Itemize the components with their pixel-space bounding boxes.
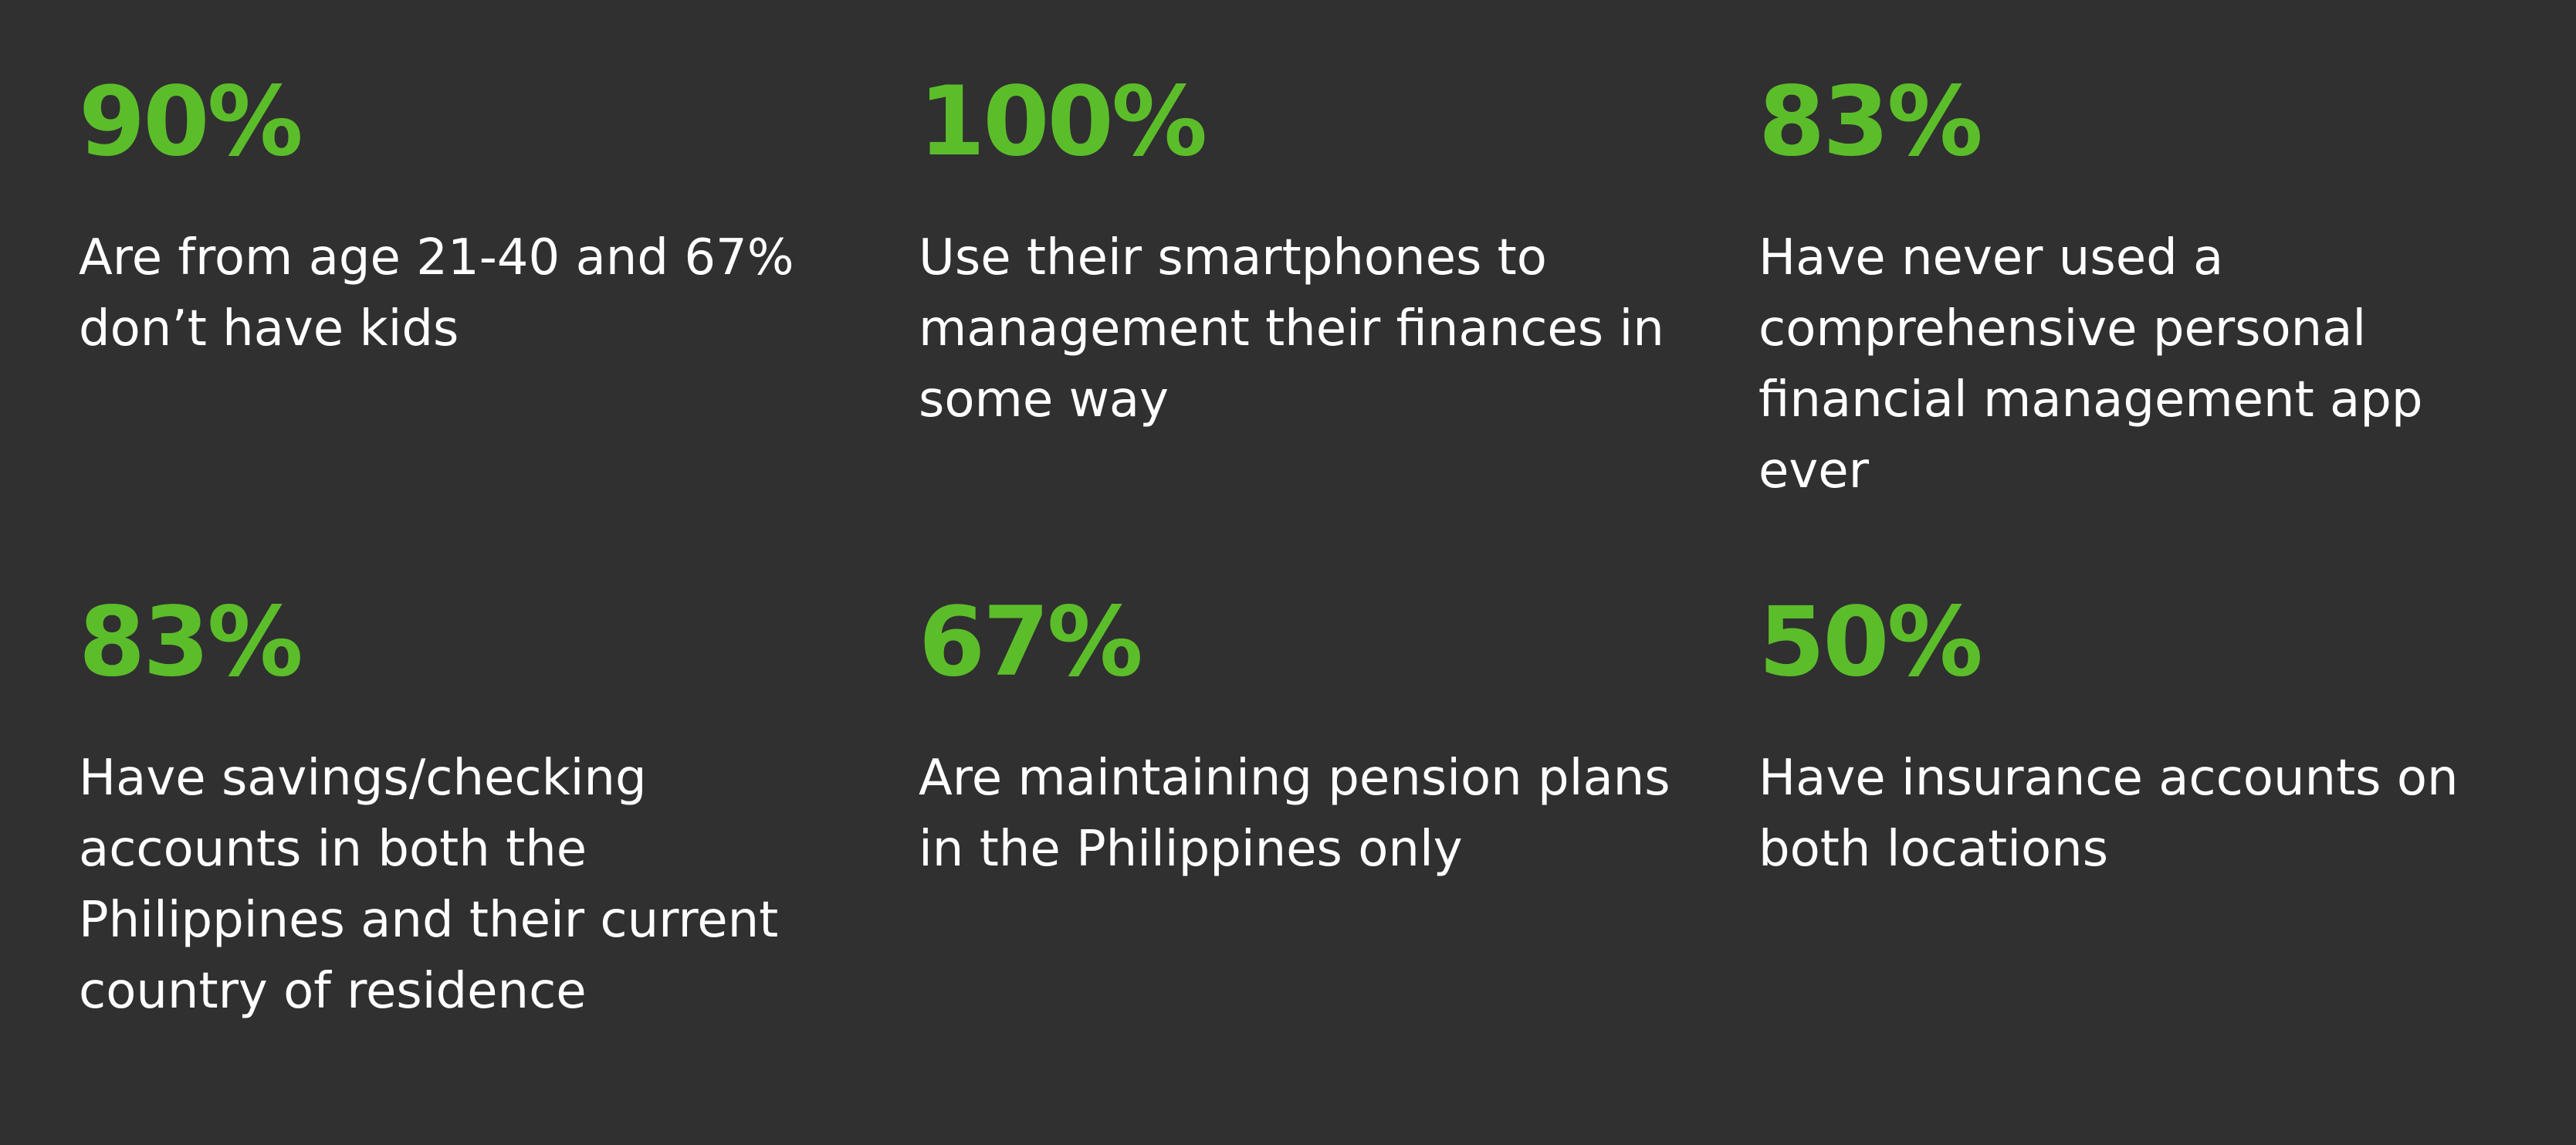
stat-description: Have insurance accounts on both location…	[1759, 750, 2459, 878]
stat-smartphone-usage: 100% Use their smartphones to management…	[919, 74, 1691, 435]
stat-insurance-accounts: 50% Have insurance accounts on both loca…	[1759, 595, 2530, 885]
stat-description: Are maintaining pension plans in the Phi…	[919, 750, 1671, 878]
stat-never-used-app: 83% Have never used a comprehensive pers…	[1759, 74, 2530, 506]
stat-value: 67%	[919, 587, 1143, 698]
stat-value: 90%	[79, 66, 303, 178]
stat-age-range: 90% Are from age 21-40 and 67% don’t hav…	[79, 74, 851, 364]
stat-description: Have never used a comprehensive personal…	[1759, 229, 2423, 500]
stat-value: 50%	[1759, 587, 1983, 698]
stat-description: Have savings/checking accounts in both t…	[79, 750, 779, 1020]
stat-value: 100%	[919, 66, 1207, 178]
stat-description: Are from age 21-40 and 67% don’t have ki…	[79, 229, 794, 357]
stat-savings-accounts: 83% Have savings/checking accounts in bo…	[79, 595, 851, 1027]
stat-pension-plans: 67% Are maintaining pension plans in the…	[919, 595, 1691, 885]
stat-value: 83%	[1759, 66, 1983, 178]
stat-description: Use their smartphones to management thei…	[919, 229, 1664, 429]
stat-value: 83%	[79, 587, 303, 698]
